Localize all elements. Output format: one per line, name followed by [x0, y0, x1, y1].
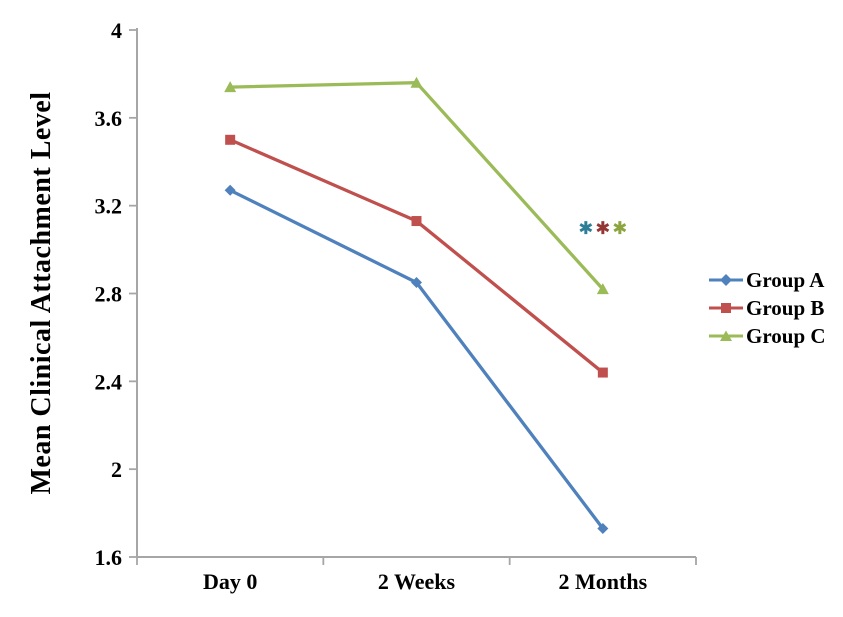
y-tick-label: 4 — [111, 18, 122, 43]
legend-label: Group A — [746, 267, 825, 292]
data-point-marker-group-a — [411, 277, 422, 289]
legend-triangle-marker-icon — [720, 330, 732, 341]
legend-item-group-c: Group C — [708, 323, 826, 348]
y-tick-label: 2.8 — [95, 282, 123, 307]
legend: Group A Group B Group C — [708, 267, 826, 348]
legend-diamond-marker-icon — [720, 274, 732, 286]
legend-label: Group C — [746, 323, 826, 348]
series-line-group-c — [230, 81, 605, 291]
y-tick-label: 1.6 — [95, 545, 123, 570]
x-tick-label: Day 0 — [203, 569, 257, 594]
data-point-marker-group-c — [410, 76, 423, 88]
legend-item-group-b: Group B — [708, 295, 826, 320]
significance-asterisk — [613, 221, 627, 235]
legend-label: Group B — [746, 295, 825, 320]
significance-asterisk — [596, 221, 610, 235]
x-tick-label: 2 Months — [559, 569, 648, 594]
data-point-marker-group-b — [411, 216, 422, 227]
y-tick-label: 3.2 — [95, 194, 123, 219]
data-point-marker-group-a — [224, 184, 236, 196]
asterisk-stroke — [579, 223, 593, 233]
data-point-marker-group-b — [597, 367, 608, 378]
series-line-group-b — [229, 138, 604, 374]
data-point-marker-group-b — [225, 134, 236, 145]
y-tick-label: 3.6 — [95, 106, 123, 131]
data-point-marker-group-a — [597, 522, 609, 534]
legend-square-marker-icon — [721, 303, 731, 313]
legend-marker-group-c — [709, 330, 743, 341]
legend-marker-group-a — [709, 274, 743, 286]
y-tick-label: 2.4 — [95, 369, 123, 394]
series-line-group-a — [229, 188, 605, 530]
x-tick-label: 2 Weeks — [378, 569, 456, 594]
asterisk-stroke — [596, 223, 610, 233]
y-axis-title: Mean Clinical Attachment Level — [26, 91, 57, 495]
data-point-marker-group-c — [224, 81, 237, 93]
y-tick-label: 2 — [111, 457, 122, 482]
legend-marker-group-b — [709, 303, 743, 313]
asterisk-stroke — [613, 223, 627, 233]
legend-item-group-a: Group A — [708, 267, 826, 292]
data-point-marker-group-c — [596, 283, 609, 295]
significance-asterisk — [579, 221, 593, 235]
